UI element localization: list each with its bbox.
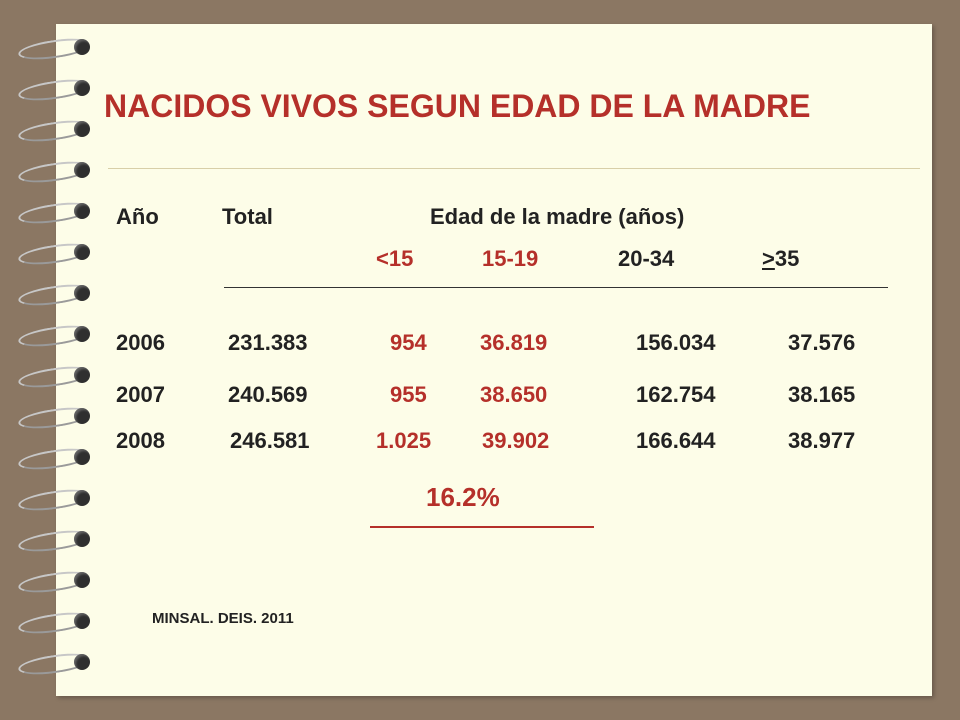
header-col-15-19: 15-19: [482, 246, 539, 271]
ring-hole: [74, 367, 90, 383]
row-2008-15-19: 39.902: [482, 428, 550, 453]
header-age-group: Edad de la madre (años): [430, 204, 685, 229]
spiral-ring: [17, 321, 93, 351]
spiral-ring: [17, 485, 93, 515]
ring-hole: [74, 203, 90, 219]
ring-hole: [74, 285, 90, 301]
spiral-ring: [17, 34, 93, 64]
row-2006-year: 2006: [116, 330, 165, 355]
header-divider: [224, 287, 888, 288]
slide-title: NACIDOS VIVOS SEGUN EDAD DE LA MADRE: [104, 88, 811, 124]
spiral-ring: [17, 157, 93, 187]
row-2006-gt35: 37.576: [788, 330, 856, 355]
percentage-underline: [370, 526, 594, 528]
spiral-ring: [17, 526, 93, 556]
spiral-ring: [17, 403, 93, 433]
spiral-ring: [17, 116, 93, 146]
row-2007-total: 240.569: [228, 382, 308, 407]
spiral-ring: [17, 567, 93, 597]
spiral-ring: [17, 280, 93, 310]
header-col-lt15: <15: [376, 246, 414, 271]
spiral-ring: [17, 75, 93, 105]
spiral-ring: [17, 444, 93, 474]
ring-hole: [74, 80, 90, 96]
ring-hole: [74, 326, 90, 342]
ring-hole: [74, 531, 90, 547]
row-2008-gt35: 38.977: [788, 428, 856, 453]
header-col-20-34: 20-34: [618, 246, 675, 271]
ring-hole: [74, 490, 90, 506]
ring-hole: [74, 39, 90, 55]
spiral-ring: [17, 608, 93, 638]
slide-page: [56, 24, 932, 696]
row-2008-year: 2008: [116, 428, 165, 453]
percentage-highlight: 16.2%: [426, 482, 500, 512]
row-2008-total: 246.581: [230, 428, 310, 453]
ring-hole: [74, 654, 90, 670]
row-2007-15-19: 38.650: [480, 382, 548, 407]
source-note: MINSAL. DEIS. 2011: [152, 610, 294, 627]
header-col-gt35: >35: [762, 246, 799, 272]
row-2007-year: 2007: [116, 382, 165, 407]
row-2006-total: 231.383: [228, 330, 308, 355]
ring-hole: [74, 244, 90, 260]
title-divider: [108, 168, 920, 169]
spiral-ring: [17, 649, 93, 679]
row-2008-20-34: 166.644: [636, 428, 716, 453]
ring-hole: [74, 162, 90, 178]
spiral-ring: [17, 198, 93, 228]
spiral-ring: [17, 362, 93, 392]
row-2007-20-34: 162.754: [636, 382, 716, 407]
row-2007-lt15: 955: [390, 382, 427, 407]
ring-hole: [74, 449, 90, 465]
header-year: Año: [116, 204, 159, 229]
spiral-ring: [17, 239, 93, 269]
ring-hole: [74, 572, 90, 588]
header-col-gt35-symbol: >: [762, 246, 775, 271]
ring-hole: [74, 408, 90, 424]
ring-hole: [74, 121, 90, 137]
row-2008-lt15: 1.025: [376, 428, 432, 453]
header-total: Total: [222, 204, 273, 229]
ring-hole: [74, 613, 90, 629]
header-col-gt35-number: 35: [774, 246, 800, 271]
row-2007-gt35: 38.165: [788, 382, 856, 407]
row-2006-15-19: 36.819: [480, 330, 548, 355]
row-2006-20-34: 156.034: [636, 330, 716, 355]
row-2006-lt15: 954: [390, 330, 427, 355]
